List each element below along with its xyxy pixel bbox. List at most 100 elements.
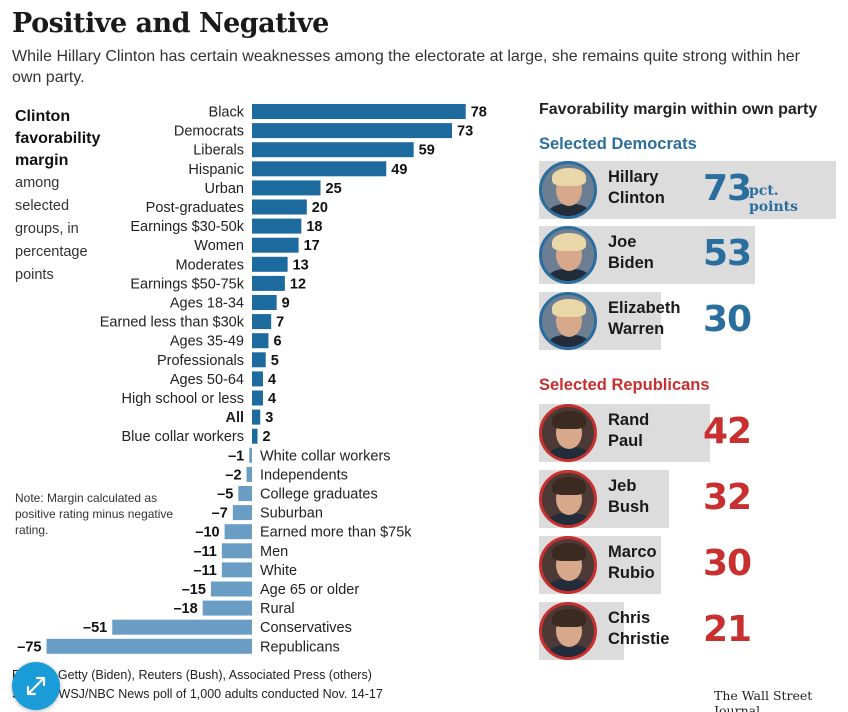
category-label: Ages 50-64 [170, 372, 244, 388]
value-label: 9 [282, 296, 290, 312]
bar-liberals [252, 142, 414, 158]
category-label: Urban [205, 181, 245, 197]
value-label: 13 [293, 257, 309, 273]
bar-age-65-or-older [210, 581, 252, 597]
bar-earned-more-than-75k [224, 524, 252, 540]
subhead: While Hillary Clinton has certain weakne… [12, 48, 800, 86]
category-label: Conservatives [260, 620, 352, 636]
category-label: Republicans [260, 639, 340, 655]
favorability-value: 32 [703, 477, 752, 518]
politician-name: Rand Paul [608, 411, 650, 450]
source-credit: Source: WSJ/NBC News poll of 1,000 adult… [12, 687, 383, 701]
favorability-value: 73 [703, 168, 752, 209]
value-label: –75 [17, 639, 41, 655]
bar-urban [252, 180, 321, 196]
category-label: Earned more than $75k [260, 525, 412, 541]
section-head-republicans: Selected Republicans [539, 376, 710, 394]
chart-note: Note: Margin calculated as positive rati… [15, 491, 174, 537]
bar-men [221, 543, 252, 559]
value-label: 4 [268, 372, 276, 388]
bar-professionals [252, 352, 266, 368]
category-label: Ages 35-49 [170, 334, 244, 350]
value-label: 17 [304, 238, 320, 254]
avatar [539, 536, 597, 594]
favorability-value: 30 [703, 299, 752, 340]
value-label: –1 [228, 448, 244, 464]
side-label-rest: among selected groups, in percentage poi… [15, 175, 88, 283]
expand-button[interactable] [12, 662, 60, 710]
expand-arrows-icon [26, 676, 46, 696]
category-label: Rural [260, 601, 295, 617]
favorability-value: 30 [703, 543, 752, 584]
value-label: –15 [182, 582, 206, 598]
category-label: All [225, 410, 244, 426]
value-label: 5 [271, 353, 279, 369]
bar-moderates [252, 256, 288, 272]
value-label: 12 [290, 276, 306, 292]
category-label: Men [260, 544, 288, 560]
value-label: 3 [265, 410, 273, 426]
category-label: Liberals [193, 143, 244, 159]
politician-name: Joe Biden [608, 233, 654, 272]
category-label: Blue collar workers [122, 429, 245, 445]
bar-high-school-or-less [252, 390, 263, 406]
bar-college-graduates [238, 486, 252, 501]
value-label: 4 [268, 391, 276, 407]
value-label: –2 [225, 467, 241, 483]
category-label: Suburban [260, 506, 323, 522]
category-label: Hispanic [188, 162, 244, 178]
bar-independents [246, 466, 252, 482]
bar-republicans [46, 638, 252, 654]
value-label: 20 [312, 200, 328, 216]
avatar [539, 470, 597, 528]
value-label: 25 [326, 181, 342, 197]
avatar [539, 161, 597, 219]
category-label: Age 65 or older [260, 582, 359, 598]
value-label: –11 [193, 563, 216, 579]
politician-name: Jeb Bush [608, 477, 650, 516]
value-label: 6 [273, 334, 281, 350]
party-chart-title: Favorability margin within own party [539, 101, 818, 118]
favorability-value: 42 [703, 411, 752, 452]
headline: Positive and Negative [12, 8, 329, 39]
category-label: High school or less [122, 391, 245, 407]
section-head-democrats: Selected Democrats [539, 135, 697, 153]
favorability-value: 53 [703, 233, 752, 274]
category-label: Professionals [157, 353, 244, 369]
value-label: –10 [195, 525, 219, 541]
bar-suburban [232, 505, 252, 521]
politician-name: Chris Christie [608, 609, 670, 648]
value-label: –7 [212, 506, 228, 522]
bar-earnings-30-50k [252, 218, 302, 234]
category-label: Independents [260, 467, 348, 483]
value-label: 73 [457, 124, 473, 140]
bar-white [221, 562, 252, 578]
politician-name: Elizabeth Warren [608, 299, 681, 338]
category-label: Earnings $50-75k [130, 276, 244, 292]
bar-all [252, 409, 261, 425]
bar-ages-35-49 [252, 333, 269, 349]
value-label: –11 [193, 544, 216, 560]
category-label: Earnings $30-50k [130, 219, 244, 235]
avatar [539, 602, 597, 660]
avatar [539, 292, 597, 350]
chart-side-label: Clinton favorability margin among select… [15, 106, 115, 287]
category-label: Black [209, 105, 245, 121]
category-label: Democrats [174, 124, 244, 140]
bar-earned-less-than-30k [252, 314, 272, 330]
value-label: –5 [217, 487, 233, 503]
value-unit: pct. points [749, 183, 798, 215]
category-label: Ages 18-34 [170, 296, 244, 312]
bar-hispanic [252, 161, 387, 177]
value-label: 2 [262, 429, 270, 445]
category-label: White [260, 563, 297, 579]
category-label: Earned less than $30k [100, 315, 245, 331]
value-label: 49 [391, 162, 407, 178]
category-label: Women [194, 238, 244, 254]
photo-credits: Photos: Getty (Biden), Reuters (Bush), A… [12, 668, 372, 682]
bar-earnings-50-75k [252, 275, 285, 291]
value-label: 7 [276, 315, 284, 331]
politician-name: Marco Rubio [608, 543, 657, 582]
bar-democrats [252, 123, 453, 139]
avatar [539, 226, 597, 284]
